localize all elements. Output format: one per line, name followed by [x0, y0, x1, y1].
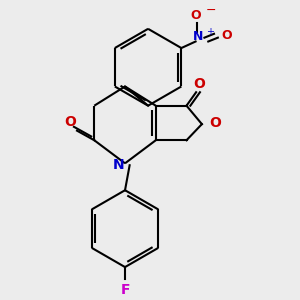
Text: O: O	[209, 116, 221, 130]
Text: O: O	[222, 29, 232, 42]
Text: N: N	[112, 158, 124, 172]
Text: O: O	[64, 115, 76, 129]
Text: −: −	[206, 4, 217, 17]
Text: N: N	[193, 30, 203, 43]
Text: O: O	[193, 77, 205, 91]
Text: F: F	[120, 283, 130, 297]
Text: O: O	[190, 9, 201, 22]
Text: +: +	[206, 26, 214, 37]
